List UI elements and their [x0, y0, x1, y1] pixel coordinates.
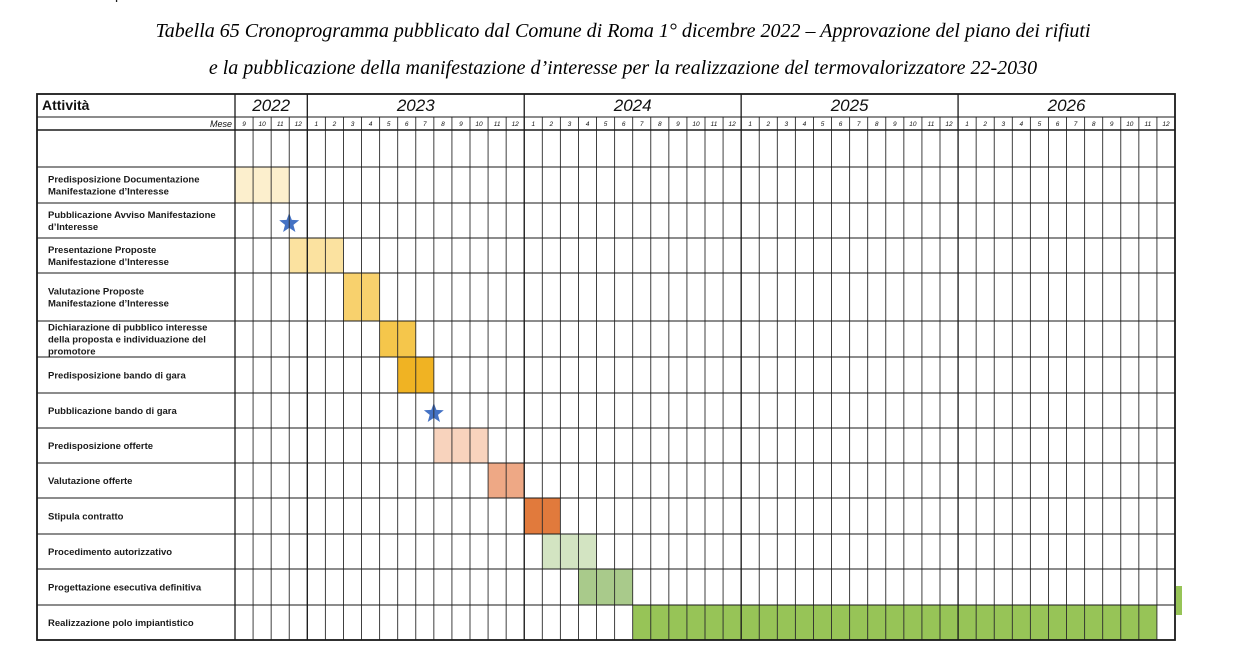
month-label: 9 [893, 121, 897, 128]
activity-label: della proposta e individuazione del [48, 335, 206, 346]
month-label: 6 [839, 121, 843, 128]
gantt-bar [632, 605, 1157, 640]
year-label-2022: 2022 [251, 96, 290, 115]
activity-label: Dichiarazione di pubblico interesse [48, 322, 207, 333]
month-label: 6 [1056, 121, 1060, 128]
table-border [36, 93, 1176, 641]
month-label: 3 [351, 121, 355, 128]
month-label: 1 [531, 121, 535, 128]
gantt-bar [235, 167, 290, 203]
month-label: 8 [658, 121, 662, 128]
activity-label: promotore [48, 347, 96, 358]
month-label: 6 [622, 121, 626, 128]
month-label: 1 [965, 121, 969, 128]
months-label: Mese [210, 119, 232, 129]
month-label: 1 [748, 121, 752, 128]
gantt-bar [542, 534, 597, 569]
month-label: 4 [1020, 121, 1024, 128]
month-label: 1 [315, 121, 319, 128]
month-label: 7 [1074, 121, 1078, 128]
activity-label: Manifestazione d’Interesse [48, 187, 169, 198]
table-caption-line-1: Tabella 65 Cronoprogramma pubblicato dal… [155, 20, 1091, 42]
month-label: 9 [459, 121, 463, 128]
month-label: 8 [875, 121, 879, 128]
bar-continuation-stub [1176, 586, 1182, 615]
month-label: 5 [387, 121, 391, 128]
month-label: 10 [1126, 121, 1134, 128]
month-label: 10 [909, 121, 917, 128]
month-label: 10 [692, 121, 700, 128]
activity-label: Avviamento impianto [48, 0, 144, 3]
month-label: 4 [586, 121, 590, 128]
month-label: 9 [242, 121, 246, 128]
month-label: 11 [494, 121, 501, 128]
month-label: 8 [1092, 121, 1096, 128]
activity-label: Pubblicazione bando di gara [48, 406, 178, 417]
month-label: 7 [423, 121, 427, 128]
activity-label: Pubblicazione Avviso Manifestazione [48, 210, 216, 221]
month-label: 7 [640, 121, 644, 128]
table-caption-line-2: e la pubblicazione della manifestazione … [208, 57, 1038, 79]
header-background [37, 94, 1175, 130]
month-label: 11 [928, 121, 935, 128]
month-label: 2 [549, 121, 554, 128]
activity-label: Predisposizione Documentazione [48, 174, 200, 185]
month-label: 3 [568, 121, 572, 128]
activity-label: Manifestazione d’Interesse [48, 299, 169, 310]
activity-label: Valutazione offerte [48, 476, 132, 487]
month-label: 9 [1110, 121, 1114, 128]
month-label: 2 [332, 121, 337, 128]
month-label: 11 [711, 121, 718, 128]
year-label-2024: 2024 [613, 96, 652, 115]
activity-label: Stipula contratto [48, 512, 124, 523]
month-label: 5 [604, 121, 608, 128]
month-label: 12 [512, 121, 520, 128]
month-label: 5 [1038, 121, 1042, 128]
month-label: 8 [441, 121, 445, 128]
month-label: 10 [258, 121, 266, 128]
activity-label: Valutazione Proposte [48, 286, 144, 297]
month-label: 2 [982, 121, 987, 128]
gantt-bar [578, 569, 633, 605]
month-label: 2 [765, 121, 770, 128]
month-label: 6 [405, 121, 409, 128]
activity-label: d’Interesse [48, 222, 98, 233]
month-label: 7 [857, 121, 861, 128]
month-label: 4 [803, 121, 807, 128]
month-label: 9 [676, 121, 680, 128]
activity-header: Attività [42, 97, 90, 113]
activity-label: Predisposizione bando di gara [48, 371, 186, 382]
month-label: 11 [1145, 121, 1152, 128]
year-label-2026: 2026 [1047, 96, 1086, 115]
year-label-2025: 2025 [830, 96, 869, 115]
month-label: 11 [277, 121, 284, 128]
gantt-bar [289, 238, 344, 273]
month-label: 12 [945, 121, 953, 128]
month-label: 5 [821, 121, 825, 128]
month-label: 10 [475, 121, 483, 128]
month-label: 3 [1001, 121, 1005, 128]
activity-label: Presentazione Proposte [48, 245, 156, 256]
month-label: 3 [785, 121, 789, 128]
activity-label: Procedimento autorizzativo [48, 547, 172, 558]
activity-label: Realizzazione polo impiantistico [48, 618, 194, 629]
activity-label: Predisposizione offerte [48, 441, 153, 452]
month-label: 12 [1162, 121, 1170, 128]
year-label-2023: 2023 [396, 96, 435, 115]
gantt-bar [433, 428, 489, 463]
activity-label: Manifestazione d’Interesse [48, 257, 169, 268]
month-label: 4 [369, 121, 373, 128]
month-label: 12 [728, 121, 736, 128]
activity-label: Progettazione esecutiva definitiva [48, 583, 202, 594]
month-label: 12 [295, 121, 303, 128]
